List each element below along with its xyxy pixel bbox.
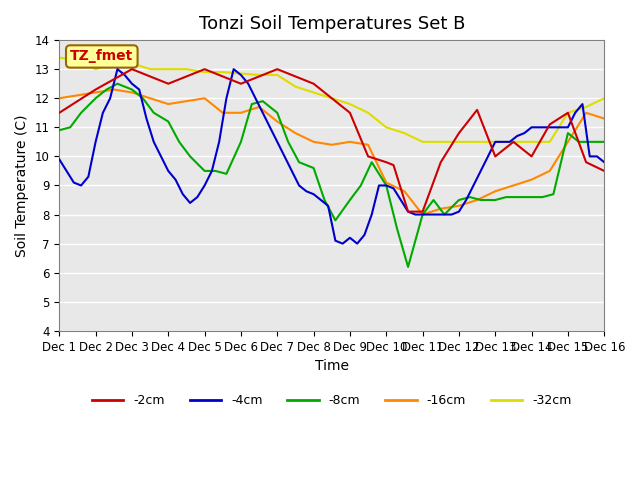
X-axis label: Time: Time [315, 359, 349, 373]
Legend: -2cm, -4cm, -8cm, -16cm, -32cm: -2cm, -4cm, -8cm, -16cm, -32cm [87, 389, 577, 412]
Title: Tonzi Soil Temperatures Set B: Tonzi Soil Temperatures Set B [198, 15, 465, 33]
Y-axis label: Soil Temperature (C): Soil Temperature (C) [15, 114, 29, 257]
Text: TZ_fmet: TZ_fmet [70, 49, 133, 63]
